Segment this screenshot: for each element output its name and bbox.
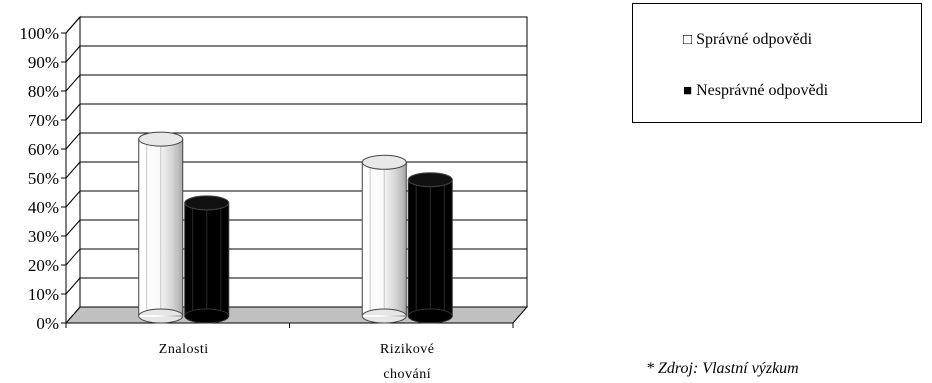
gridline-side xyxy=(65,16,81,34)
gridline-side xyxy=(65,190,81,208)
y-tick-label: 10% xyxy=(28,285,59,304)
y-tick-label: 90% xyxy=(28,53,59,72)
gridline-side xyxy=(65,248,81,266)
gridline-side xyxy=(65,45,81,63)
y-tick-label: 40% xyxy=(28,198,59,217)
legend-marker-correct: □ xyxy=(683,31,693,48)
bar-top xyxy=(407,172,453,188)
bar-chart: 0% 10% 20% 30% 40% 50% 60% 70% 80% 90% 100% Znalos… xyxy=(19,15,529,382)
bar-bottom-fill xyxy=(185,315,229,317)
y-tick-label: 80% xyxy=(28,82,59,101)
x-category-label: Rizikové xyxy=(380,342,435,357)
y-tick-label: 100% xyxy=(19,24,59,43)
legend-item-correct: □ Správné odpovědi xyxy=(683,31,812,49)
y-tick-label: 50% xyxy=(28,169,59,188)
y-tick-label: 20% xyxy=(28,256,59,275)
bar xyxy=(407,172,453,324)
gridline-side xyxy=(65,161,81,179)
bar-bottom-fill xyxy=(408,315,452,317)
chart-floor xyxy=(64,306,529,324)
x-category-label: Znalosti xyxy=(159,342,209,357)
y-tick-label: 30% xyxy=(28,227,59,246)
gridline-side xyxy=(65,103,81,121)
bar-top xyxy=(184,195,230,211)
y-tick-label: 70% xyxy=(28,111,59,130)
bar xyxy=(361,154,407,324)
y-tick-label: 60% xyxy=(28,140,59,159)
bar-top xyxy=(361,154,407,170)
bar-bottom-fill xyxy=(362,315,406,317)
bar-top xyxy=(138,131,184,147)
y-tick-label: 0% xyxy=(36,314,59,333)
legend-marker-incorrect: ■ xyxy=(683,82,693,99)
legend-item-incorrect: ■ Nesprávné odpovědi xyxy=(683,82,828,100)
gridline-side xyxy=(65,74,81,92)
legend-label-incorrect: Nesprávné odpovědi xyxy=(696,82,829,99)
bar-bottom-fill xyxy=(139,315,183,317)
source-note: * Zdroj: Vlastní výzkum xyxy=(646,360,799,377)
gridline-side xyxy=(65,132,81,150)
gridline-side xyxy=(65,277,81,295)
legend: □ Správné odpovědi ■ Nesprávné odpovědi xyxy=(632,3,922,123)
x-category-label: chování xyxy=(383,367,431,382)
legend-label-correct: Správné odpovědi xyxy=(696,31,813,48)
bar xyxy=(138,131,184,324)
gridline-side xyxy=(65,219,81,237)
bar xyxy=(184,195,230,324)
